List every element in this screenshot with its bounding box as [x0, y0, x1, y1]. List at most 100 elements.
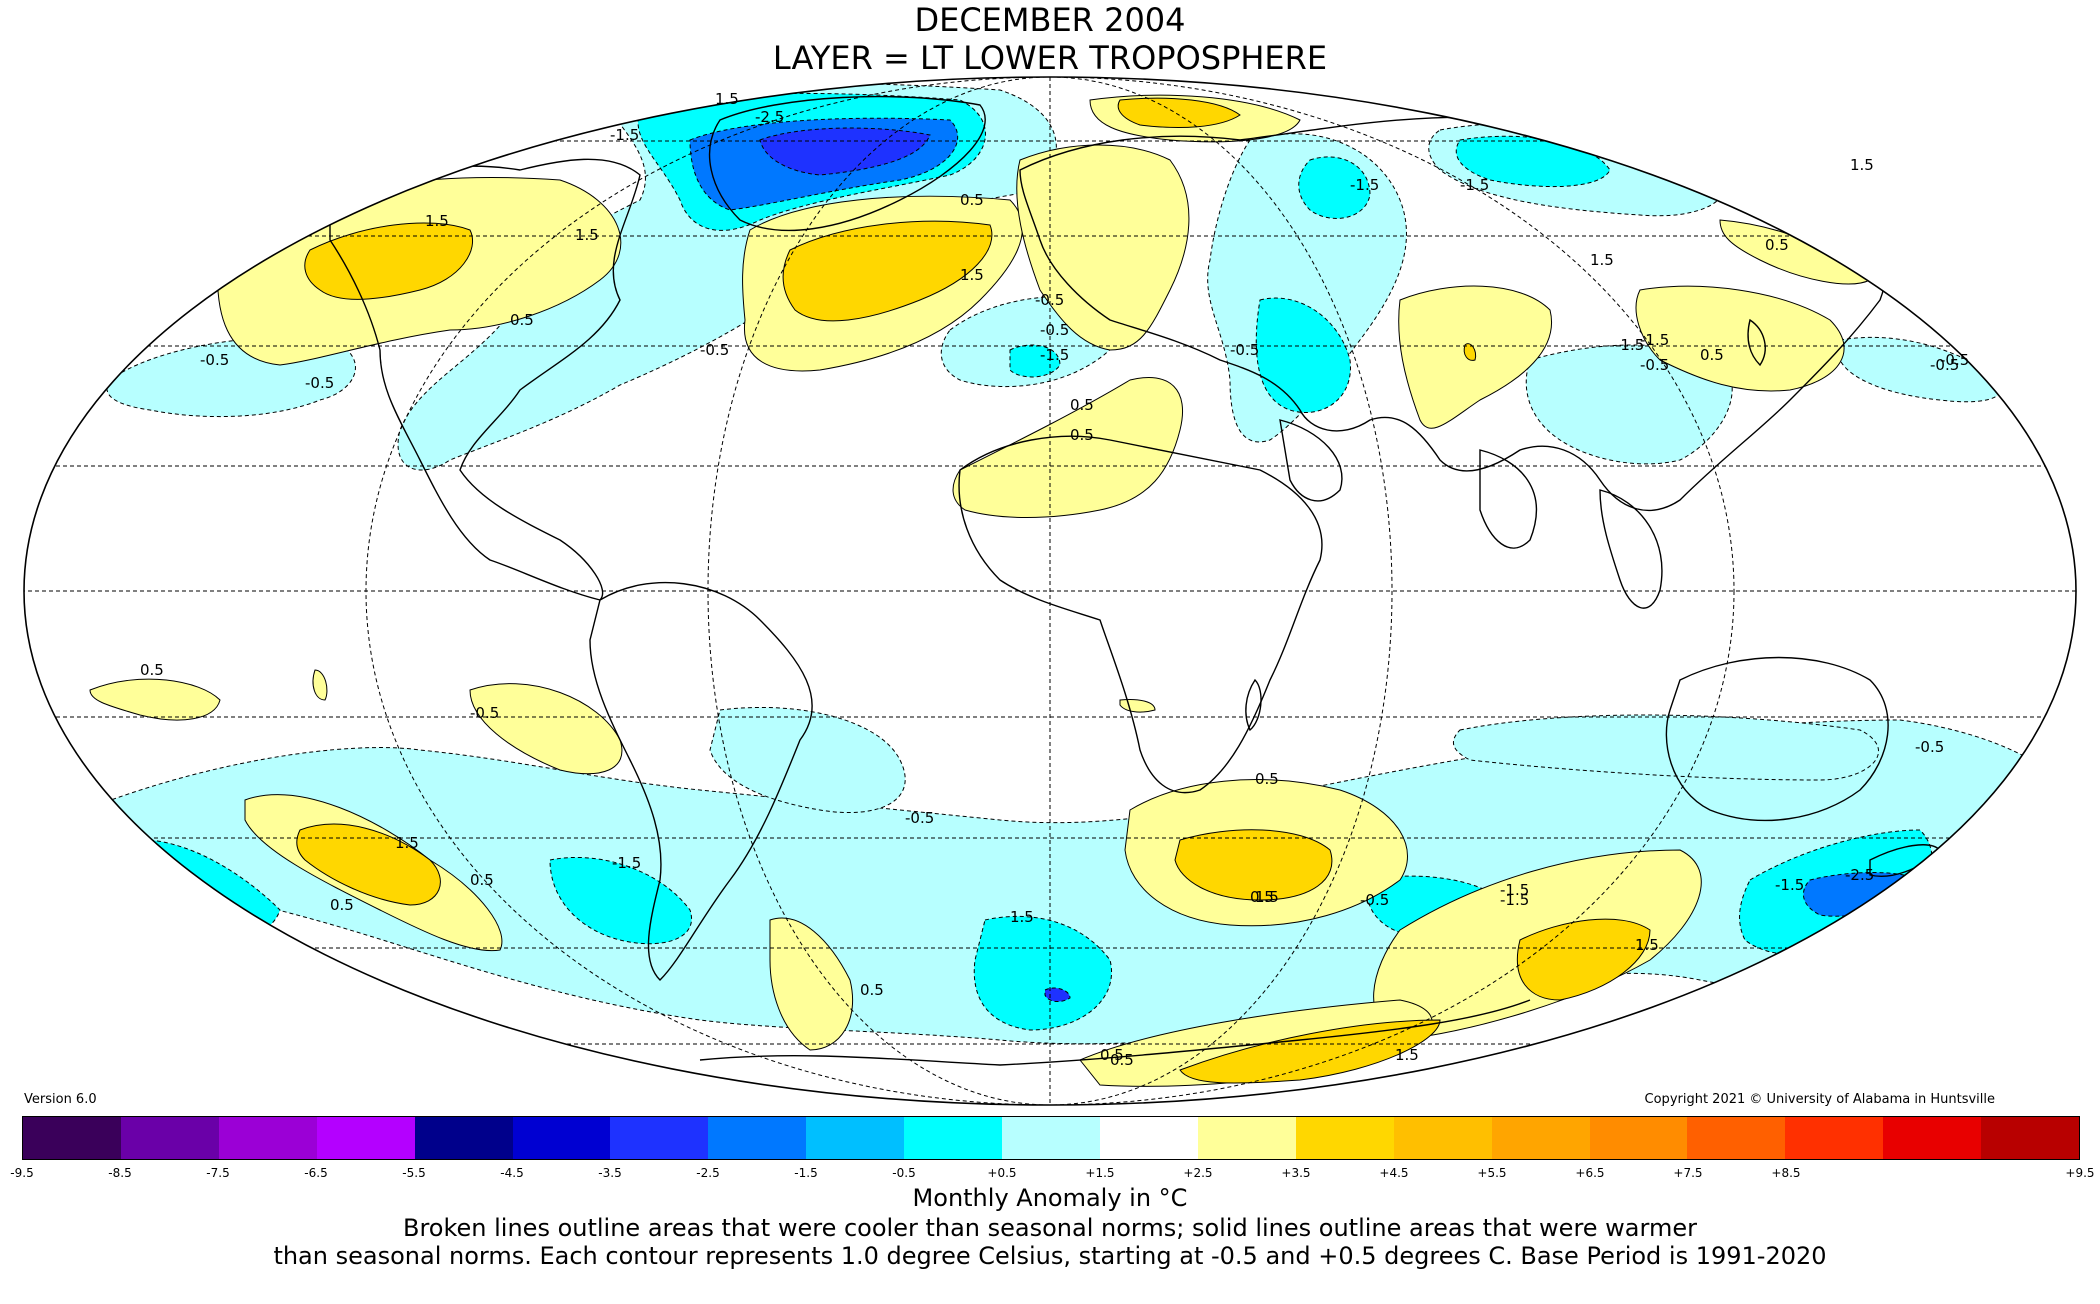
contour-label: 1.5 [1850, 156, 1874, 174]
color-swatch [1981, 1117, 2080, 1159]
contour-label: 0.5 [1070, 426, 1094, 444]
contour-label: -1.5 [610, 126, 639, 144]
copyright-label: Copyright 2021 © University of Alabama i… [1644, 1092, 1995, 1107]
color-swatch [610, 1117, 709, 1159]
color-swatch [904, 1117, 1003, 1159]
scale-tick-label: -7.5 [206, 1166, 230, 1180]
contour-label: -2.5 [755, 108, 784, 126]
contour-label: -0.5 [470, 704, 499, 722]
contour-label: -1.5 [1500, 881, 1529, 899]
contour-label: 1.5 [395, 834, 419, 852]
scale-tick-label: +5.5 [1477, 1166, 1507, 1180]
contour-label: 1.5 [1395, 1046, 1419, 1064]
color-swatch [1099, 1117, 1198, 1159]
scale-tick-label: +6.5 [1575, 1166, 1605, 1180]
color-swatch [1393, 1117, 1492, 1159]
scale-tick-label: +9.5 [2065, 1166, 2095, 1180]
scale-tick-label: -2.5 [696, 1166, 720, 1180]
color-swatch [1197, 1117, 1296, 1159]
contour-label: -1.5 [1640, 331, 1669, 349]
color-swatch [1687, 1117, 1786, 1159]
contour-label: -0.5 [1640, 356, 1669, 374]
contour-label: 0.5 [140, 661, 164, 679]
scale-tick-label: -4.5 [500, 1166, 524, 1180]
color-swatch [1785, 1117, 1884, 1159]
scale-tick-label: -5.5 [402, 1166, 426, 1180]
color-swatch [708, 1117, 807, 1159]
scale-tick-label: +2.5 [1183, 1166, 1213, 1180]
scale-tick-label: -8.5 [108, 1166, 132, 1180]
color-swatch [1491, 1117, 1590, 1159]
contour-label: -1.5 [1460, 176, 1489, 194]
contour-label: -0.5 [700, 341, 729, 359]
version-label: Version 6.0 [24, 1092, 97, 1107]
color-swatch [1883, 1117, 1982, 1159]
contour-label: -0.5 [1035, 291, 1064, 309]
contour-labels: 1.5-2.5-1.51.5-1.51.51.50.51.50.5-0.5-0.… [140, 90, 1969, 1069]
scale-tick-label: +0.5 [987, 1166, 1017, 1180]
color-swatch [414, 1117, 513, 1159]
contour-label: 0.5 [510, 311, 534, 329]
contour-label: 1.5 [1010, 908, 1034, 926]
legend-note-line1: Broken lines outline areas that were coo… [403, 1214, 1697, 1242]
color-swatch [806, 1117, 905, 1159]
contour-label: -0.5 [1930, 356, 1959, 374]
contour-label: 1.5 [715, 90, 739, 108]
scale-tick-label: -6.5 [304, 1166, 328, 1180]
contour-label: 1.5 [575, 226, 599, 244]
contour-label: -0.5 [1040, 321, 1069, 339]
anomaly-fields [59, 82, 2076, 1087]
legend-note-line2: than seasonal norms. Each contour repres… [273, 1242, 1827, 1270]
scale-tick-label: +7.5 [1673, 1166, 1703, 1180]
contour-label: 1.5 [1255, 888, 1279, 906]
scale-tick-label: +1.5 [1085, 1166, 1115, 1180]
contour-label: -0.5 [1360, 891, 1389, 909]
contour-label: 1.5 [1590, 251, 1614, 269]
color-swatch [218, 1117, 317, 1159]
contour-label: -1.5 [612, 854, 641, 872]
contour-label: -0.5 [305, 374, 334, 392]
contour-label: -0.5 [1940, 351, 1969, 369]
contour-label: 0.5 [330, 896, 354, 914]
color-swatch [1295, 1117, 1394, 1159]
scale-tick-label: +4.5 [1379, 1166, 1409, 1180]
color-swatch [1589, 1117, 1688, 1159]
scale-tick-label: -0.5 [892, 1166, 916, 1180]
coastlines [329, 95, 1941, 1066]
contour-label: -0.5 [200, 351, 229, 369]
contour-label: -1.5 [1775, 876, 1804, 894]
color-swatch [23, 1117, 121, 1159]
contour-label: 0.5 [1700, 346, 1724, 364]
contour-label: -0.5 [1230, 341, 1259, 359]
contour-label: -0.5 [905, 809, 934, 827]
contour-label: 0.5 [1255, 770, 1279, 788]
map-title: DECEMBER 2004 [914, 1, 1186, 39]
contour-label: 1.5 [960, 266, 984, 284]
contour-label: 0.5 [1100, 1046, 1124, 1064]
color-swatch [512, 1117, 611, 1159]
contour-label: 0.5 [1110, 1051, 1134, 1069]
scale-tick-label: +3.5 [1281, 1166, 1311, 1180]
color-swatch [1002, 1117, 1100, 1159]
contour-label: 0.5 [1070, 396, 1094, 414]
contour-label: -1.5 [1615, 336, 1644, 354]
scale-tick-label: +8.5 [1771, 1166, 1801, 1180]
color-swatch [120, 1117, 219, 1159]
contour-label: 0.5 [470, 871, 494, 889]
contour-label: 1.5 [1635, 936, 1659, 954]
contour-label: -1.5 [1500, 891, 1529, 909]
contour-label: -2.5 [1845, 866, 1874, 884]
color-scale-bar [22, 1116, 2080, 1160]
contour-label: -0.5 [1915, 738, 1944, 756]
contour-label: 1.5 [425, 212, 449, 230]
units-label: Monthly Anomaly in °C [912, 1184, 1188, 1212]
color-swatch [316, 1117, 415, 1159]
contour-label: -1.5 [1040, 346, 1069, 364]
scale-tick-label: -3.5 [598, 1166, 622, 1180]
contour-label: -1.5 [1350, 176, 1379, 194]
scale-tick-label: -1.5 [794, 1166, 818, 1180]
scale-tick-label: -9.5 [10, 1166, 34, 1180]
contour-label: 0.5 [960, 191, 984, 209]
contour-label: 0.5 [860, 981, 884, 999]
